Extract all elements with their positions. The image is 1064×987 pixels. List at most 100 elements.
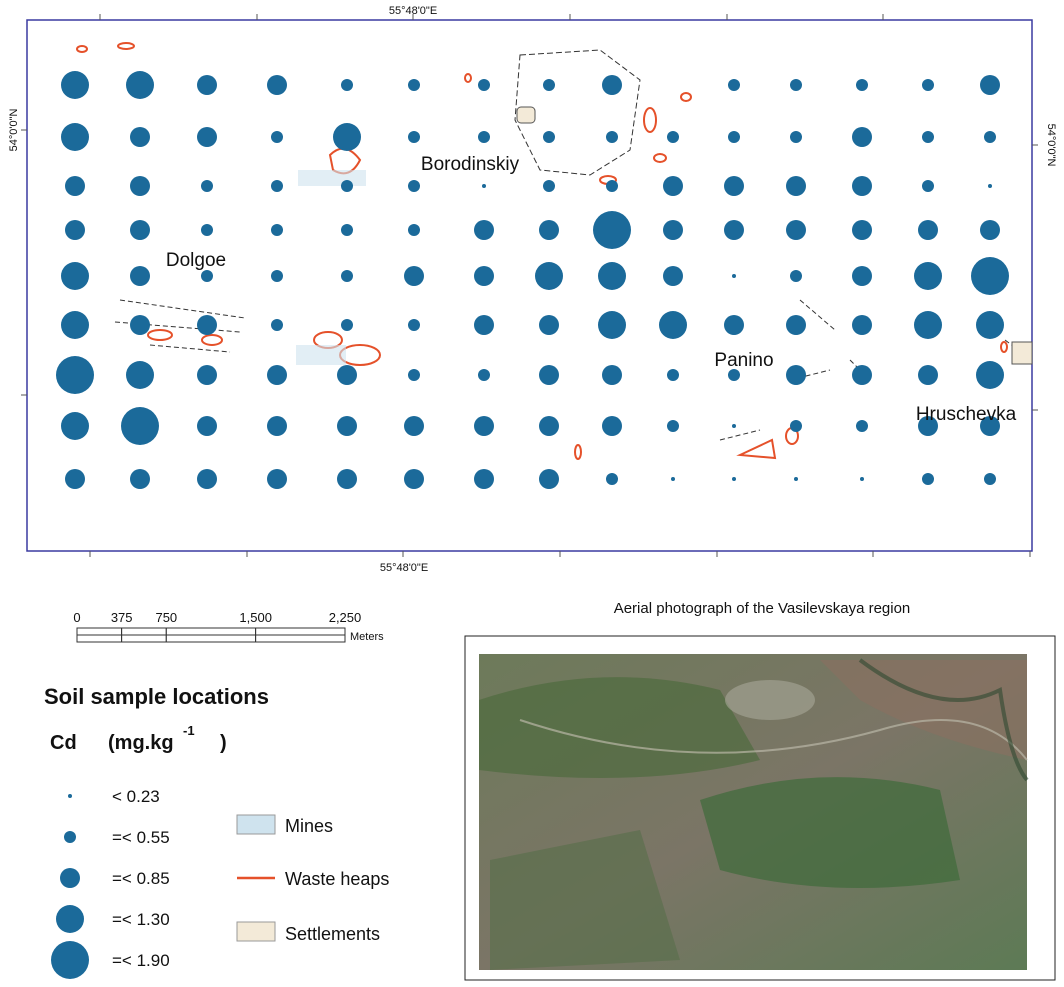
sample-point <box>790 79 802 91</box>
sample-point <box>126 71 154 99</box>
sample-point <box>337 469 357 489</box>
sample-point <box>971 257 1009 295</box>
legend-unit-exponent: -1 <box>183 723 195 738</box>
sample-point <box>602 416 622 436</box>
sample-point <box>922 473 934 485</box>
sample-point <box>918 365 938 385</box>
sample-point <box>61 412 89 440</box>
sample-point <box>478 79 490 91</box>
sample-point <box>984 131 996 143</box>
sample-point <box>341 319 353 331</box>
legend-feature: Settlements <box>285 924 380 944</box>
sample-point <box>922 131 934 143</box>
sample-point <box>852 220 872 240</box>
sample-point <box>337 416 357 436</box>
map-frame <box>27 20 1032 551</box>
sample-point <box>543 79 555 91</box>
legend-element: Cd <box>50 732 77 754</box>
sample-point <box>606 131 618 143</box>
sample-point <box>602 365 622 385</box>
sample-point <box>201 180 213 192</box>
legend-class-label: =< 1.30 <box>112 910 170 929</box>
sample-point <box>980 75 1000 95</box>
sample-point <box>56 356 94 394</box>
sample-point <box>267 75 287 95</box>
sample-point <box>543 131 555 143</box>
settlements-swatch <box>237 922 275 941</box>
sample-point <box>61 71 89 99</box>
sample-point <box>267 416 287 436</box>
legend-class-label: =< 0.55 <box>112 828 170 847</box>
page: 55°48'0"E 55°48'0"E 54°0'0"N 54°0'0"N Bo… <box>0 0 1064 982</box>
legend-title: Soil sample locations <box>44 684 269 709</box>
legend-class-label: < 0.23 <box>112 787 160 806</box>
sample-point <box>61 311 89 339</box>
sample-point <box>408 79 420 91</box>
sample-point <box>860 477 864 481</box>
sample-point <box>65 220 85 240</box>
place-label: Panino <box>714 350 773 371</box>
sample-point <box>121 407 159 445</box>
sample-point <box>478 131 490 143</box>
sample-point <box>790 131 802 143</box>
sample-point <box>602 75 622 95</box>
sample-point <box>914 311 942 339</box>
sample-point <box>606 180 618 192</box>
sample-point <box>197 365 217 385</box>
sample-point <box>606 473 618 485</box>
scale-tick-label: 1,500 <box>239 610 272 625</box>
sample-point <box>333 123 361 151</box>
sample-point <box>61 123 89 151</box>
sample-point <box>65 469 85 489</box>
sample-point <box>728 79 740 91</box>
sample-point <box>408 131 420 143</box>
sample-point <box>724 315 744 335</box>
sample-point <box>130 127 150 147</box>
sample-point <box>724 220 744 240</box>
mines-swatch <box>237 815 275 834</box>
sample-point <box>197 416 217 436</box>
sample-point <box>914 262 942 290</box>
mine <box>296 345 346 365</box>
sample-point <box>337 365 357 385</box>
place-label: Hruschevka <box>916 404 1017 425</box>
sample-point <box>598 311 626 339</box>
legend-symbol <box>68 794 72 798</box>
sample-point <box>474 416 494 436</box>
sample-point <box>539 220 559 240</box>
sample-point <box>408 319 420 331</box>
settlement <box>1012 342 1032 364</box>
sample-point <box>535 262 563 290</box>
sample-point <box>671 477 675 481</box>
lat-label: 54°0'0"N <box>1045 124 1057 167</box>
sample-point <box>130 266 150 286</box>
sample-point <box>341 270 353 282</box>
place-label: Borodinskiy <box>421 154 520 175</box>
sample-point <box>667 131 679 143</box>
sample-point <box>976 311 1004 339</box>
sample-point <box>790 270 802 282</box>
sample-point <box>794 477 798 481</box>
sample-point <box>539 416 559 436</box>
sample-point <box>667 369 679 381</box>
sample-point <box>786 176 806 196</box>
sample-point <box>267 469 287 489</box>
sample-point <box>474 315 494 335</box>
sample-point <box>732 424 736 428</box>
sample-point <box>732 274 736 278</box>
legend-classes: < 0.23=< 0.55=< 0.85=< 1.30=< 1.90 <box>51 787 170 979</box>
sample-point <box>539 469 559 489</box>
sample-point <box>918 220 938 240</box>
scale-tick-label: 0 <box>73 610 80 625</box>
legend-feature: Waste heaps <box>285 869 389 889</box>
sample-point <box>126 361 154 389</box>
sample-point <box>593 211 631 249</box>
sample-point <box>922 79 934 91</box>
sample-point <box>197 469 217 489</box>
sample-point <box>732 477 736 481</box>
sample-point <box>341 180 353 192</box>
sample-point <box>341 79 353 91</box>
sample-point <box>728 131 740 143</box>
sample-point <box>598 262 626 290</box>
photo-caption: Aerial photograph of the Vasilevskaya re… <box>614 600 911 617</box>
